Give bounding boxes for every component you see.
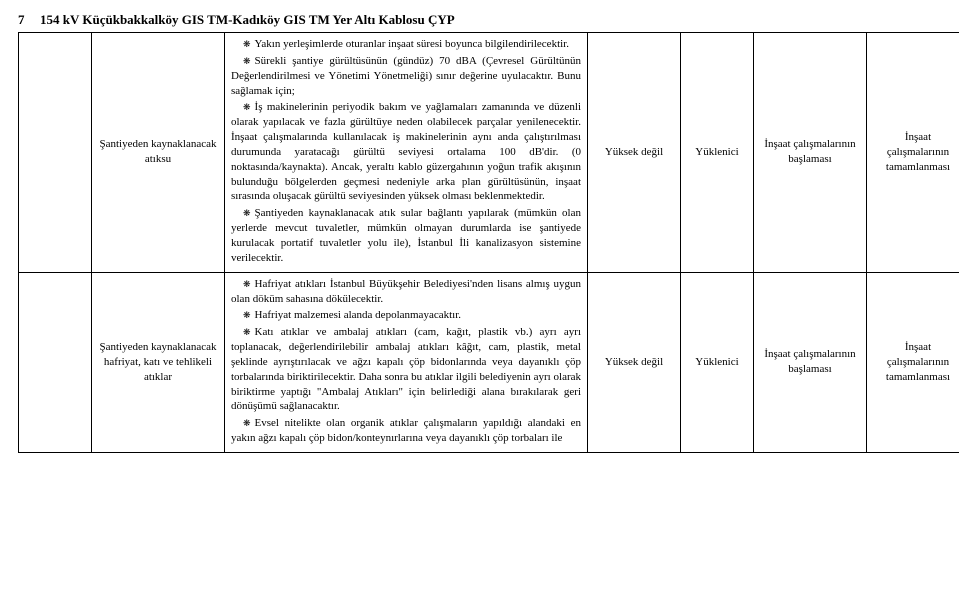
cell-description-1: Yakın yerleşimlerde oturanlar inşaat sür… <box>225 33 588 273</box>
cell-end-2: İnşaat çalışmalarının tamamlanması <box>867 272 959 452</box>
table-row: Şantiyeden kaynaklanacak hafriyat, katı … <box>19 272 959 452</box>
document-title: 154 kV Küçükbakkalköy GIS TM-Kadıköy GIS… <box>40 12 455 28</box>
table-row: Şantiyeden kaynaklanacak atıksu Yakın ye… <box>19 33 959 273</box>
cell-topic-2: Şantiyeden kaynaklanacak hafriyat, katı … <box>92 272 225 452</box>
cell-topic-1: Şantiyeden kaynaklanacak atıksu <box>92 33 225 273</box>
cell-description-2: Hafriyat atıkları İstanbul Büyükşehir Be… <box>225 272 588 452</box>
bullet-text: İş makinelerinin periyodik bakım ve yağl… <box>231 100 581 204</box>
cell-responsible-2: Yüklenici <box>681 272 754 452</box>
cell-end-1: İnşaat çalışmalarının tamamlanması <box>867 33 959 273</box>
cell-risk-1: Yüksek değil <box>588 33 681 273</box>
cell-empty-a1 <box>19 33 92 273</box>
bullet-text: Hafriyat malzemesi alanda depolanmayacak… <box>231 308 581 323</box>
cell-empty-a2 <box>19 272 92 452</box>
cell-risk-2: Yüksek değil <box>588 272 681 452</box>
cell-responsible-1: Yüklenici <box>681 33 754 273</box>
bullet-text: Katı atıklar ve ambalaj atıkları (cam, k… <box>231 325 581 414</box>
header: 7 154 kV Küçükbakkalköy GIS TM-Kadıköy G… <box>18 12 941 28</box>
bullet-text: Evsel nitelikte olan organik atıklar çal… <box>231 416 581 446</box>
bullet-text: Hafriyat atıkları İstanbul Büyükşehir Be… <box>231 277 581 307</box>
content-table: Şantiyeden kaynaklanacak atıksu Yakın ye… <box>18 32 959 453</box>
bullet-text: Sürekli şantiye gürültüsünün (gündüz) 70… <box>231 54 581 99</box>
cell-start-2: İnşaat çalışmalarının başlaması <box>754 272 867 452</box>
page-number: 7 <box>18 12 40 28</box>
bullet-text: Yakın yerleşimlerde oturanlar inşaat sür… <box>231 37 581 52</box>
cell-start-1: İnşaat çalışmalarının başlaması <box>754 33 867 273</box>
bullet-text: Şantiyeden kaynaklanacak atık sular bağl… <box>231 206 581 265</box>
